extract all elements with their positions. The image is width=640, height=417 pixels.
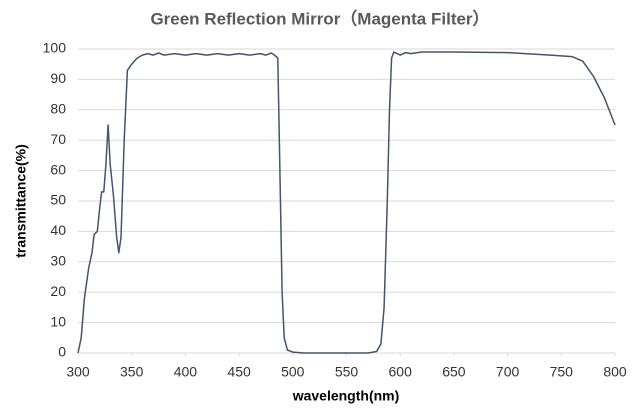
y-tick-label: 30 (50, 253, 66, 269)
chart-title: Green Reflection Mirror（Magenta Filter） (150, 8, 489, 28)
y-tick-label: 0 (58, 344, 66, 360)
y-tick-label: 40 (50, 222, 66, 238)
x-tick-label: 550 (335, 364, 359, 380)
y-tick-label: 50 (50, 192, 66, 208)
x-tick-label: 500 (281, 364, 305, 380)
x-tick-label: 700 (496, 364, 520, 380)
x-tick-label: 650 (442, 364, 466, 380)
x-tick-label: 350 (120, 364, 144, 380)
y-axis-label: transmittance(%) (13, 144, 29, 258)
y-tick-label: 70 (50, 131, 66, 147)
y-tick-label: 20 (50, 283, 66, 299)
y-tick-label: 80 (50, 101, 66, 117)
x-axis-label: wavelength(nm) (292, 388, 400, 404)
x-tick-label: 450 (227, 364, 251, 380)
y-tick-label: 10 (50, 313, 66, 329)
data-line (77, 51, 616, 354)
x-tick-label: 300 (66, 364, 90, 380)
x-tick-label: 400 (174, 364, 198, 380)
y-tick-label: 100 (43, 40, 67, 56)
y-tick-label: 60 (50, 161, 66, 177)
x-tick-label: 600 (389, 364, 413, 380)
y-tick-label: 90 (50, 70, 66, 86)
x-tick-label: 750 (550, 364, 574, 380)
x-tick-label: 800 (603, 364, 627, 380)
